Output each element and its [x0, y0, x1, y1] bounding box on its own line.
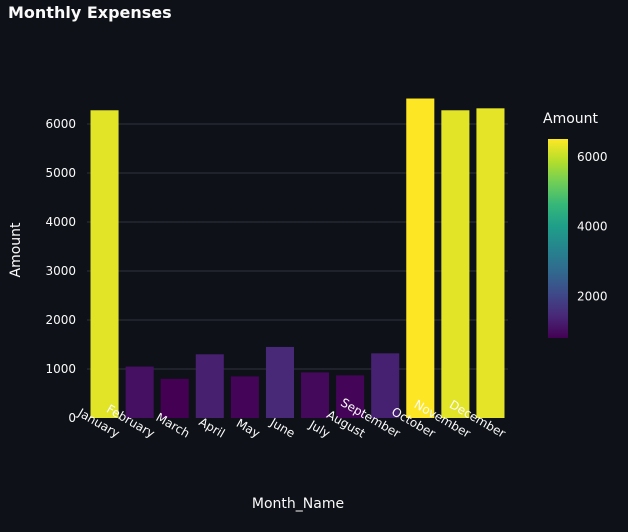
- bar-november[interactable]: [441, 110, 470, 418]
- y-tick-label: 5000: [45, 166, 76, 180]
- bar-december[interactable]: [476, 108, 505, 418]
- y-tick-label: 0: [68, 411, 76, 425]
- y-tick-label: 2000: [45, 313, 76, 327]
- colorbar-tick-label: 4000: [577, 220, 608, 234]
- colorbar-title: Amount: [543, 111, 599, 127]
- y-tick-label: 4000: [45, 215, 76, 229]
- bar-february[interactable]: [125, 366, 154, 418]
- colorbar: Amount 2000 4000 6000: [543, 111, 608, 338]
- y-axis-ticks: 0 1000 2000 3000 4000 5000 6000: [45, 117, 76, 425]
- x-axis-title: Month_Name: [252, 496, 344, 512]
- x-tick-label: April: [197, 415, 228, 441]
- bar-june[interactable]: [265, 346, 294, 418]
- colorbar-ticks: 2000 4000 6000: [577, 150, 608, 303]
- colorbar-tick-label: 6000: [577, 150, 608, 164]
- bar-october[interactable]: [406, 98, 435, 419]
- y-tick-label: 3000: [45, 264, 76, 278]
- x-tick-label: June: [267, 415, 298, 441]
- bar-january[interactable]: [90, 110, 119, 418]
- y-tick-label: 1000: [45, 362, 76, 376]
- bar-march[interactable]: [160, 378, 189, 418]
- colorbar-tick-label: 2000: [577, 289, 608, 303]
- x-tick-label: May: [234, 416, 262, 441]
- y-axis-title: Amount: [8, 222, 24, 278]
- bar-july[interactable]: [301, 372, 330, 418]
- bar-april[interactable]: [195, 354, 224, 418]
- bars: [90, 98, 505, 419]
- chart-title: Monthly Expenses: [8, 3, 172, 22]
- colorbar-gradient: [548, 139, 568, 338]
- bar-may[interactable]: [230, 376, 259, 418]
- gridlines: [87, 123, 508, 370]
- bar-september[interactable]: [371, 353, 400, 418]
- y-tick-label: 6000: [45, 117, 76, 131]
- bar-august[interactable]: [336, 375, 365, 418]
